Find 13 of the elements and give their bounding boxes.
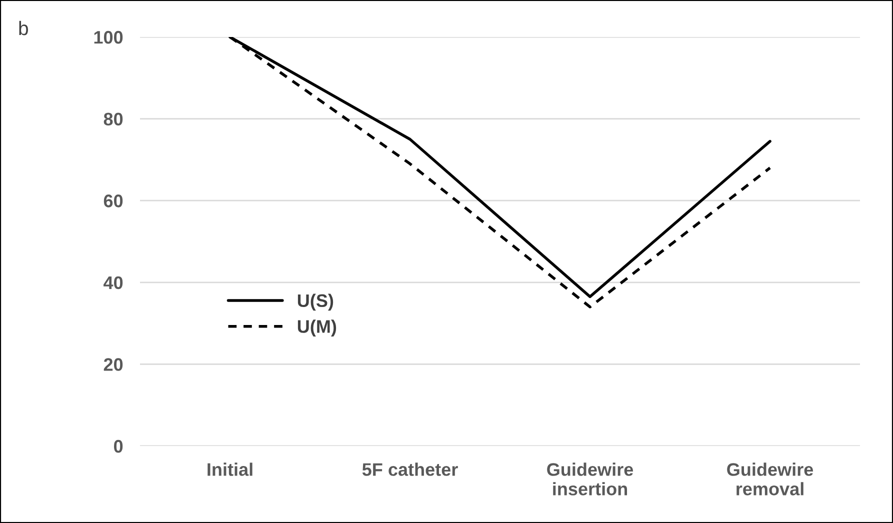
- y-tick-label: 60: [104, 194, 123, 208]
- y-tick-label: 40: [104, 276, 123, 290]
- x-tick-label: 5F catheter: [362, 462, 458, 476]
- x-tick-label: Guidewire insertion: [547, 462, 634, 496]
- legend-label: U(S): [298, 294, 334, 311]
- y-tick-label: 20: [104, 358, 123, 371]
- y-tick-label: 0: [114, 440, 123, 453]
- x-tick-label: Guidewire removal: [727, 462, 814, 496]
- x-tick-label: Initial: [208, 462, 252, 476]
- y-tick-label: 100: [94, 30, 123, 44]
- y-tick-label: 80: [104, 112, 123, 126]
- legend-label: U(M): [298, 320, 336, 336]
- text: b: [19, 20, 28, 36]
